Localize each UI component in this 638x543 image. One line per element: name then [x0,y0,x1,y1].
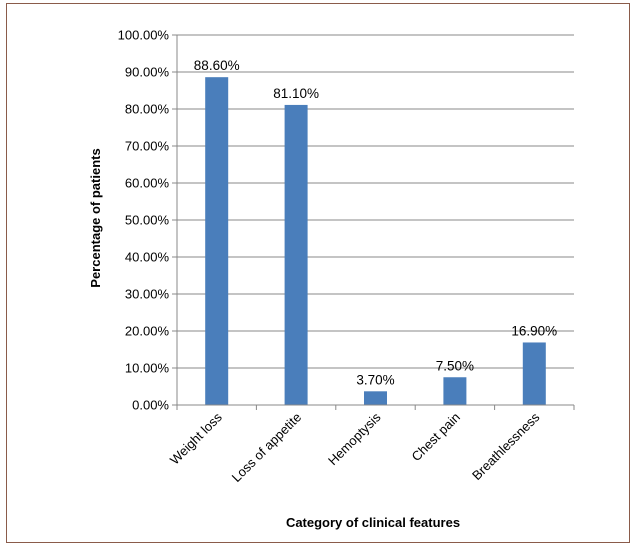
y-tick-label: 10.00% [125,361,170,376]
x-tick-labels: Weight loss Loss of appetite Hemoptysis Che… [167,409,543,485]
x-tick-label: Weight loss [167,409,225,467]
data-label: 3.70% [356,372,394,387]
data-label: 88.60% [194,58,240,73]
axes [176,35,575,410]
bar [284,104,308,406]
data-labels: 88.60% 81.10% 3.70% 7.50% 16.90% [194,58,557,387]
y-tick-labels: 0.00% 10.00% 20.00% 30.00% 40.00% 50.00% 60.00… [118,28,170,413]
y-tick-label: 90.00% [125,65,170,80]
x-tick-label: Loss of appetite [229,410,305,486]
data-label: 16.90% [511,323,557,338]
data-label: 81.10% [273,86,319,101]
y-tick-label: 20.00% [125,324,170,339]
y-tick-label: 60.00% [125,176,170,191]
y-tick-label: 50.00% [125,213,170,228]
y-tick-label: 0.00% [132,398,169,413]
x-tick-label: Chest pain [408,410,463,465]
data-label: 7.50% [436,358,474,373]
bar [522,342,546,405]
x-axis-title: Category of clinical features [286,515,460,530]
y-tick-label: 30.00% [125,287,170,302]
x-tick-label: Breathlessness [469,409,543,483]
bar [205,77,229,406]
y-axis-title: Percentage of patients [88,148,103,287]
chart-frame [6,3,630,543]
y-tick-label: 40.00% [125,250,170,265]
bar [443,377,467,405]
y-tick-label: 80.00% [125,102,170,117]
x-tick-label: Hemoptysis [325,409,384,468]
y-tick-label: 70.00% [125,139,170,154]
bar [364,391,387,405]
gridlines [172,34,574,406]
bars [205,77,546,406]
y-tick-label: 100.00% [118,28,170,43]
bar-chart: 0.00% 10.00% 20.00% 30.00% 40.00% 50.00% 60.00… [88,28,575,530]
